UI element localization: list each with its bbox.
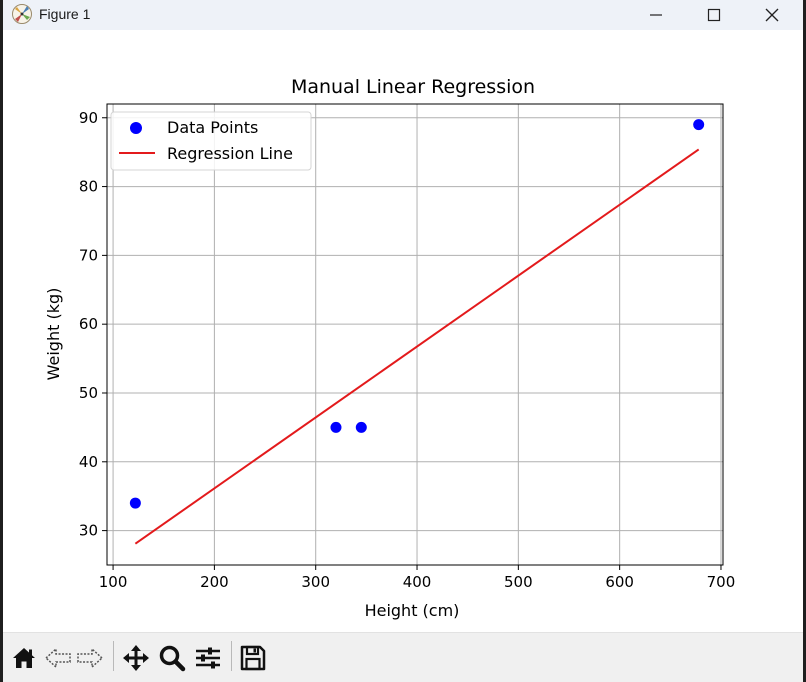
maximize-button[interactable] (691, 0, 737, 30)
y-tick-label: 60 (79, 315, 98, 333)
figure-window: Figure 1 Manual Linear Regression 100 200… (3, 0, 803, 682)
save-button[interactable] (238, 643, 268, 673)
legend-marker-data-points (130, 122, 142, 134)
grid-lines (107, 104, 723, 565)
background-window-edge-left (0, 0, 3, 682)
data-point (693, 119, 705, 131)
navigation-toolbar (3, 632, 803, 682)
data-point (129, 497, 141, 509)
axis-ticks: 100 200 300 400 500 600 700 30 40 50 60 70 80 90 (79, 109, 735, 591)
move-icon (123, 645, 149, 671)
y-tick-label: 90 (79, 109, 98, 127)
matplotlib-figure-icon (11, 3, 33, 25)
magnifier-icon (159, 645, 186, 672)
toolbar-separator (231, 641, 232, 671)
y-tick-label: 50 (79, 384, 98, 402)
x-tick-label: 100 (99, 573, 128, 591)
home-button[interactable] (9, 643, 39, 673)
x-tick-label: 200 (200, 573, 229, 591)
data-point (330, 421, 342, 433)
y-axis-label: Weight (kg) (44, 288, 63, 381)
legend-box (110, 111, 312, 171)
back-button[interactable] (43, 643, 73, 673)
y-tick-label: 40 (79, 453, 98, 471)
y-tick-label: 80 (79, 178, 98, 196)
maximize-icon (707, 8, 721, 22)
toolbar-separator (113, 641, 114, 671)
floppy-disk-icon (240, 645, 266, 671)
sliders-icon (196, 647, 220, 669)
x-tick-label: 300 (301, 573, 330, 591)
minimize-button[interactable] (633, 0, 679, 30)
close-icon (765, 8, 779, 22)
pan-button[interactable] (121, 643, 151, 673)
y-tick-label: 70 (79, 246, 98, 264)
chart-title: Manual Linear Regression (291, 76, 535, 98)
back-arrow-icon (44, 647, 71, 669)
chart-svg: Manual Linear Regression 100 200 300 400 500… (44, 76, 735, 620)
legend-label-regression-line: Regression Line (167, 144, 293, 163)
y-tick-label: 30 (79, 522, 98, 540)
x-tick-label: 600 (605, 573, 634, 591)
close-button[interactable] (749, 0, 795, 30)
data-point (355, 421, 367, 433)
regression-line (134, 148, 700, 545)
configure-subplots-button[interactable] (193, 643, 223, 673)
x-tick-label: 700 (707, 573, 736, 591)
x-tick-label: 400 (403, 573, 432, 591)
minimize-icon (650, 14, 662, 16)
background-window-edge-right (803, 0, 806, 682)
axes-frame (106, 103, 724, 566)
zoom-button[interactable] (157, 643, 187, 673)
x-axis-label: Height (cm) (365, 601, 460, 620)
forward-button[interactable] (75, 643, 105, 673)
title-bar[interactable]: Figure 1 (3, 0, 803, 30)
plot-series (129, 119, 705, 545)
forward-arrow-icon (77, 647, 104, 669)
legend-label-data-points: Data Points (167, 118, 258, 137)
home-icon (13, 648, 35, 668)
figure-canvas[interactable]: Manual Linear Regression 100 200 300 400 500… (3, 30, 803, 630)
x-tick-label: 500 (504, 573, 533, 591)
legend: Data Points Regression Line (110, 111, 312, 171)
window-title: Figure 1 (39, 6, 91, 22)
